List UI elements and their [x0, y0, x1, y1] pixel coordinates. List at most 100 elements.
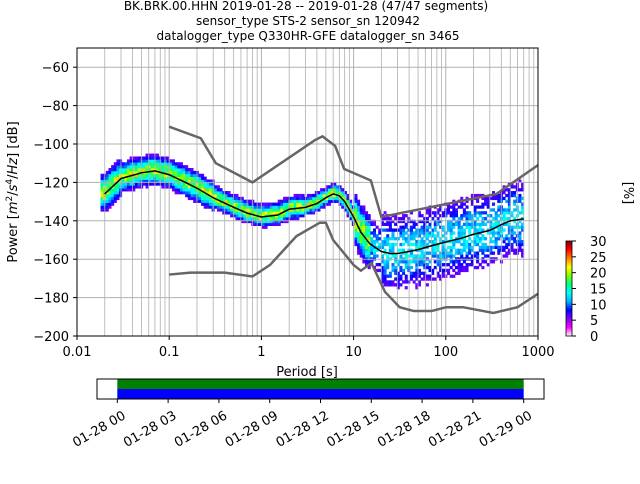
heatmap-cell: [148, 176, 152, 180]
heatmap-cell: [256, 219, 260, 224]
heatmap-cell: [396, 216, 400, 221]
heatmap-cell: [510, 248, 514, 252]
heatmap-cell: [198, 185, 202, 189]
heatmap-cell: [285, 199, 289, 203]
heatmap-cell: [391, 265, 395, 270]
heatmap-cell: [309, 202, 313, 206]
heatmap-cell: [428, 240, 432, 244]
heatmap-cell: [137, 173, 141, 178]
heatmap-cell: [380, 240, 384, 244]
heatmap-cell: [383, 280, 387, 284]
heatmap-cell: [343, 196, 347, 201]
heatmap-cell: [380, 271, 384, 275]
heatmap-cell: [137, 162, 141, 166]
heatmap-cell: [312, 199, 316, 203]
heatmap-cell: [256, 208, 260, 212]
heatmap-cell: [346, 208, 350, 212]
heatmap-cell: [248, 202, 252, 206]
heatmap-cell: [132, 188, 136, 192]
heatmap-cell: [375, 263, 379, 267]
heatmap-cell: [330, 196, 334, 201]
heatmap-cell: [164, 156, 168, 160]
heatmap-cell: [126, 185, 131, 189]
heatmap-cell: [216, 196, 220, 201]
heatmap-cell: [513, 193, 517, 198]
heatmap-cell: [354, 240, 358, 244]
heatmap-cell: [518, 179, 522, 183]
heatmap-cell: [174, 173, 178, 178]
heatmap-cell: [428, 251, 432, 255]
heatmap-cell: [182, 173, 186, 178]
heatmap-cell: [489, 260, 493, 264]
heatmap-cell: [333, 185, 337, 189]
heatmap-cell: [330, 193, 334, 198]
timeline-tick-label: 01-29 00: [477, 408, 535, 450]
heatmap-cell: [452, 263, 456, 267]
heatmap-cell: [190, 179, 194, 183]
heatmap-cell: [166, 176, 170, 180]
heatmap-cell: [412, 260, 416, 264]
heatmap-cell: [521, 211, 525, 215]
heatmap-cell: [404, 277, 408, 281]
heatmap-cell: [288, 208, 292, 212]
heatmap-cell: [293, 216, 297, 221]
heatmap-cell: [367, 234, 371, 238]
heatmap-cell: [296, 216, 300, 221]
x-tick-label: 1: [257, 345, 265, 360]
heatmap-cell: [190, 185, 194, 189]
heatmap-cell: [457, 265, 461, 270]
plot-axes: 0.01 0.1 1 10 100 1000−200−180−160−140−120−10…: [33, 61, 554, 360]
heatmap-cell: [513, 237, 517, 241]
heatmap-cell: [137, 165, 141, 169]
heatmap-cell: [497, 245, 501, 250]
heatmap-cell: [238, 214, 242, 218]
heatmap-cell: [497, 196, 501, 201]
heatmap-cell: [521, 208, 525, 212]
heatmap-cell: [478, 240, 482, 244]
heatmap-cell: [518, 219, 522, 224]
heatmap-cell: [137, 179, 141, 183]
heatmap-cell: [510, 231, 514, 235]
heatmap-cell: [447, 228, 451, 232]
heatmap-cell: [243, 202, 247, 206]
heatmap-cell: [277, 214, 281, 218]
heatmap-cell: [402, 214, 406, 218]
heatmap-cell: [269, 222, 273, 226]
heatmap-cell: [314, 191, 318, 195]
heatmap-cell: [468, 228, 472, 232]
heatmap-cell: [409, 260, 414, 264]
heatmap-cell: [481, 248, 485, 252]
heatmap-cell: [507, 211, 511, 215]
colorbar-tick-label: 10: [590, 298, 607, 313]
heatmap-cell: [449, 274, 453, 278]
heatmap-cell: [404, 280, 408, 284]
heatmap-cell: [415, 263, 419, 267]
heatmap-cell: [396, 286, 400, 290]
heatmap-cell: [489, 251, 493, 255]
heatmap-cell: [325, 202, 329, 206]
heatmap-cell: [328, 199, 332, 203]
heatmap-cell: [383, 283, 387, 287]
heatmap-cell: [187, 191, 191, 195]
heatmap-cell: [513, 225, 517, 229]
heatmap-cell: [177, 179, 181, 183]
heatmap-cell: [505, 251, 509, 255]
heatmap-cell: [510, 211, 514, 215]
heatmap-cell: [428, 211, 432, 215]
heatmap-cell: [481, 211, 485, 215]
heatmap-cell: [367, 251, 371, 255]
heatmap-cell: [433, 234, 437, 238]
heatmap-cell: [240, 202, 244, 206]
heatmap-cell: [219, 202, 223, 206]
heatmap-cell: [489, 245, 493, 250]
heatmap-cell: [230, 196, 234, 201]
heatmap-cell: [198, 199, 202, 203]
heatmap-cell: [476, 240, 480, 244]
heatmap-cell: [362, 214, 366, 218]
heatmap-cell: [253, 222, 257, 226]
heatmap-cell: [203, 188, 207, 192]
heatmap-cell: [301, 202, 305, 206]
heatmap-cell: [362, 254, 366, 258]
heatmap-cell: [105, 188, 109, 192]
